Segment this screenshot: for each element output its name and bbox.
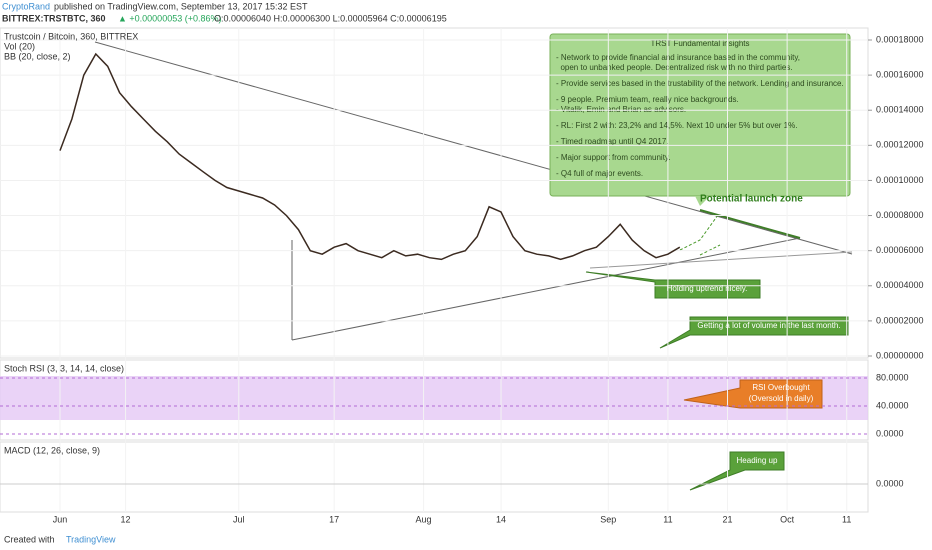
insights-tail <box>695 196 710 206</box>
x-tick-label: 17 <box>329 514 339 524</box>
rsi-label: RSI Overbought <box>752 383 810 392</box>
legend-entry: Trustcoin / Bitcoin, 360, BITTREX <box>4 31 138 41</box>
insights-line: open to unbanked people. Decentralized r… <box>556 63 793 72</box>
y-tick-label: 0.00016000 <box>876 69 924 79</box>
author[interactable]: CryptoRand <box>2 1 50 11</box>
insights-line: - Provide services based in the trustabi… <box>556 79 844 88</box>
footer-created: Created with <box>4 534 55 544</box>
macd-pane <box>0 441 869 513</box>
x-tick-label: Oct <box>780 514 795 524</box>
launch-line <box>699 209 801 239</box>
trend-line <box>589 251 853 269</box>
stoch-label: Stoch RSI (3, 3, 14, 14, close) <box>4 363 124 373</box>
insights-line: - RL: First 2 with: 23,2% and 14,5%. Nex… <box>556 121 797 130</box>
projection-arrow <box>679 214 721 256</box>
y-tick-label: 0.00008000 <box>876 210 924 220</box>
price-pane <box>0 27 869 359</box>
x-tick-label: Jun <box>53 514 68 524</box>
stoch-tick-label: 0.0000 <box>876 428 904 438</box>
footer-brand[interactable]: TradingView <box>66 534 116 544</box>
y-tick-label: 0.00014000 <box>876 105 924 115</box>
symbol: BITTREX:TRSTBTC, 360 <box>2 13 106 23</box>
legend-entry: BB (20, close, 2) <box>4 51 71 61</box>
volume-callout <box>659 316 849 349</box>
launch-label: Potential launch zone <box>700 194 803 205</box>
rsi-label: (Oversold in daily) <box>749 394 814 403</box>
uptrend-callout <box>585 271 761 299</box>
change: ▲ +0.00000053 (+0.86%) <box>118 13 221 23</box>
trend-line <box>94 41 853 255</box>
y-tick-label: 0.00006000 <box>876 245 924 255</box>
legend-entry: Vol (20) <box>4 41 35 51</box>
y-tick-label: 0.00000000 <box>876 350 924 360</box>
y-tick-label: 0.00012000 <box>876 140 924 150</box>
x-tick-label: 12 <box>121 514 131 524</box>
x-tick-label: 21 <box>723 514 733 524</box>
price-line <box>59 52 681 261</box>
trend-line <box>291 237 801 341</box>
stoch-tick-label: 40.0000 <box>876 400 909 410</box>
published: published on TradingView.com, September … <box>54 1 308 11</box>
x-tick-label: 14 <box>496 514 506 524</box>
uptrend-label: Holding uptrend nicely. <box>667 284 748 293</box>
insights-line: - 9 people. Premium team, really nice ba… <box>556 95 739 104</box>
x-tick-label: Jul <box>233 514 245 524</box>
x-tick-label: 11 <box>842 514 851 524</box>
macd-callout <box>689 451 785 491</box>
stoch-tick-label: 80.0000 <box>876 372 909 382</box>
ohlc: O:0.00006040 H:0.00006300 L:0.00005964 C… <box>214 13 447 23</box>
x-tick-label: 11 <box>663 514 672 524</box>
volume-label: Getting a lot of volume in the last mont… <box>697 321 840 330</box>
y-tick-label: 0.00004000 <box>876 280 924 290</box>
macd-callout-label: Heading up <box>737 456 778 465</box>
macd-tick-label: 0.0000 <box>876 478 904 488</box>
insights-line: - Vitalik, Emin and Brian as advisors. <box>556 105 686 114</box>
x-tick-label: Aug <box>416 514 432 524</box>
insights-line: - Q4 full of major events. <box>556 169 643 178</box>
insights-line: - Timed roadmap until Q4 2017. <box>556 137 669 146</box>
y-tick-label: 0.00010000 <box>876 175 924 185</box>
insights-line: - Network to provide financial and insur… <box>556 53 800 62</box>
insights-line: - Major support from community. <box>556 153 671 162</box>
x-tick-label: Sep <box>600 514 616 524</box>
macd-label: MACD (12, 26, close, 9) <box>4 445 100 455</box>
y-tick-label: 0.00018000 <box>876 34 924 44</box>
y-tick-label: 0.00002000 <box>876 315 924 325</box>
insights-title: TRST Fundamental insights <box>650 39 749 48</box>
